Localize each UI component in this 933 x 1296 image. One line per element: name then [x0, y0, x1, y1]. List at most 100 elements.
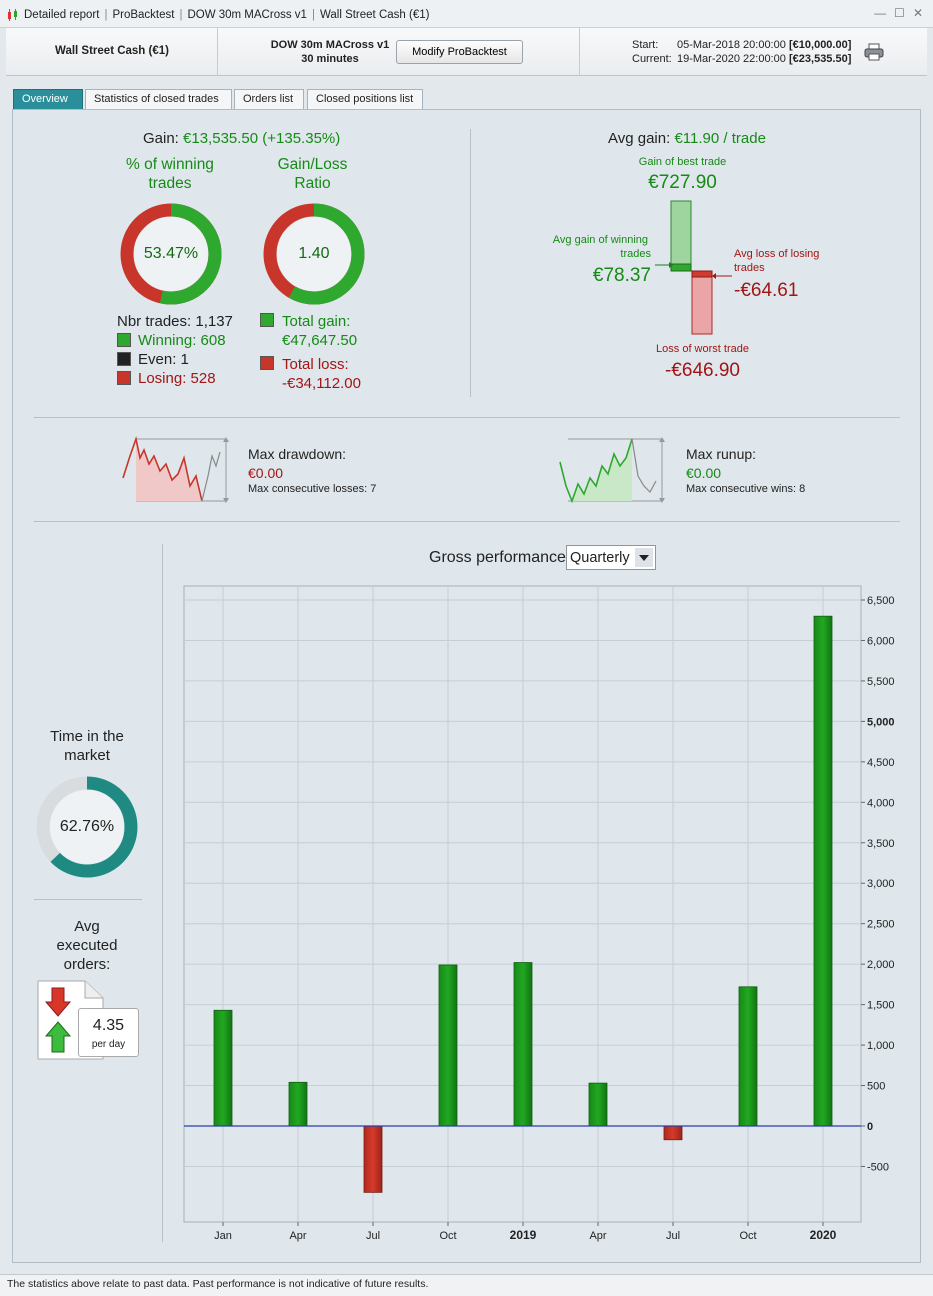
tab-closed-positions[interactable]: Closed positions list: [307, 89, 423, 109]
maximize-icon[interactable]: ☐: [894, 6, 905, 20]
drawdown-value: €0.00: [248, 465, 284, 481]
runup-value: €0.00: [686, 465, 722, 481]
modify-probacktest-button[interactable]: Modify ProBacktest: [396, 40, 523, 64]
strategy-cell: DOW 30m MACross v1 30 minutes: [218, 28, 580, 76]
chart-y-ticks: -500 0 500 1,000 1,500 2,000 2,500 3,000 3,500 4,…: [861, 595, 895, 1173]
drawdown-sparkline-icon: [122, 436, 229, 503]
winning-title-1: % of winning: [126, 156, 214, 173]
winning-swatch: [117, 333, 131, 347]
orders-unit: per day: [91, 1039, 126, 1050]
divider: [162, 544, 163, 1242]
ratio-title-2: Ratio: [294, 175, 331, 192]
best-trade-label: Gain of best trade: [638, 156, 727, 168]
x-tick-label: Oct: [439, 1230, 456, 1242]
gain-value: €13,535.50 (+135.35%): [183, 130, 341, 147]
current-capital: [€23,535.50]: [789, 53, 852, 65]
avg-win-label-2: trades: [620, 248, 651, 260]
losing-count: Losing: 528: [138, 370, 216, 387]
trade-range-bars: [655, 200, 732, 335]
orders-per-day-box: 4.35 per day: [78, 1008, 139, 1057]
consecutive-losses: Max consecutive losses: 7: [248, 483, 377, 495]
x-tick-label: Jul: [366, 1230, 380, 1242]
avg-gain-label: Avg gain:: [608, 130, 671, 147]
gain-label: Gain:: [143, 130, 179, 147]
total-loss-label: Total loss:: [282, 356, 349, 373]
divider: [34, 417, 900, 418]
winning-pct: 53.47%: [143, 245, 199, 262]
total-loss-swatch: [260, 356, 274, 370]
total-gain-value: €47,647.50: [282, 332, 358, 349]
chevron-down-icon[interactable]: [635, 548, 653, 567]
avg-loss-label-2: trades: [734, 262, 765, 274]
timeframe: 30 minutes: [301, 53, 359, 65]
bar[interactable]: [588, 1082, 608, 1127]
y-tick-label: 1,500: [867, 1000, 895, 1012]
bar[interactable]: [813, 615, 833, 1127]
winning-trades-donut: [120, 203, 222, 305]
x-tick-label: Apr: [289, 1230, 306, 1242]
candlestick-icon: [8, 9, 17, 21]
bar[interactable]: [363, 1125, 383, 1193]
crumb-probacktest: ProBacktest: [112, 9, 175, 21]
dates-cell: Start: 05-Mar-2018 20:00:00 [€10,000.00]…: [580, 28, 927, 76]
even-count: Even: 1: [138, 351, 189, 368]
nbr-trades: Nbr trades: 1,137: [117, 313, 233, 330]
losing-swatch: [117, 371, 131, 385]
avg-orders-title-2: executed: [56, 937, 118, 954]
y-tick-label: 3,000: [867, 878, 895, 890]
tab-statistics[interactable]: Statistics of closed trades: [85, 89, 232, 109]
minimize-icon[interactable]: —: [874, 6, 887, 20]
y-tick-label: 3,500: [867, 838, 895, 850]
tab-overview[interactable]: Overview: [13, 89, 83, 109]
crumb-instrument: Wall Street Cash (€1): [319, 9, 430, 21]
time-market-pct: 62.76%: [59, 818, 115, 835]
bar[interactable]: [513, 962, 533, 1127]
tab-orders-list[interactable]: Orders list: [234, 89, 304, 109]
y-tick-label: 2,000: [867, 959, 895, 971]
status-bar: The statistics above relate to past data…: [0, 1274, 933, 1296]
avg-gain-summary: Avg gain: €11.90 / trade: [608, 130, 766, 147]
y-tick-label: 5,000: [867, 716, 895, 728]
avg-win-label-1: Avg gain of winning: [552, 234, 648, 246]
ratio-value: 1.40: [298, 245, 330, 262]
y-tick-label: 500: [867, 1081, 885, 1093]
gross-performance-chart: -500 0 500 1,000 1,500 2,000 2,500 3,000 3,500 4,…: [183, 585, 895, 1242]
x-tick-label: Jan: [214, 1230, 232, 1242]
y-tick-label: 5,500: [867, 676, 895, 688]
winning-title-2: trades: [148, 175, 192, 192]
x-tick-label: 2020: [810, 1228, 837, 1242]
bar[interactable]: [213, 1009, 233, 1127]
divider: [470, 129, 471, 397]
winning-count: Winning: 608: [138, 332, 226, 349]
total-loss-value: -€34,112.00: [282, 375, 361, 392]
close-icon[interactable]: ✕: [912, 6, 923, 20]
consecutive-wins: Max consecutive wins: 8: [686, 483, 806, 495]
y-tick-label: 0: [867, 1121, 873, 1133]
bar[interactable]: [438, 964, 458, 1127]
time-market-title-1: Time in the: [50, 728, 124, 745]
bar[interactable]: [288, 1081, 308, 1127]
avg-gain-value: €11.90 / trade: [674, 130, 766, 147]
chart-x-ticks: Jan Apr Jul Oct 2019 Apr Jul Oct 2020: [214, 1222, 837, 1242]
gross-performance-title: Gross performance: [429, 549, 566, 566]
divider: [34, 521, 900, 522]
even-swatch: [117, 352, 131, 366]
drawdown-label: Max drawdown:: [248, 446, 347, 462]
period-select[interactable]: Quarterly: [566, 545, 656, 570]
ratio-title-1: Gain/Loss: [277, 156, 348, 173]
disclaimer: The statistics above relate to past data…: [7, 1278, 429, 1290]
instrument-cell: Wall Street Cash (€1): [6, 28, 218, 76]
bar[interactable]: [738, 986, 758, 1127]
worst-trade-label: Loss of worst trade: [656, 343, 749, 355]
x-tick-label: 2019: [510, 1228, 537, 1242]
start-label: Start:: [632, 39, 659, 51]
time-market-title-2: market: [64, 747, 110, 764]
gain-loss-ratio-donut: [263, 203, 365, 305]
start-capital: [€10,000.00]: [789, 39, 852, 51]
bar[interactable]: [663, 1125, 683, 1141]
print-icon[interactable]: [864, 43, 884, 61]
y-tick-label: 4,000: [867, 797, 895, 809]
y-tick-label: 6,000: [867, 635, 895, 647]
strategy-name: DOW 30m MACross v1: [270, 39, 390, 51]
time-in-market-donut: [36, 776, 138, 878]
